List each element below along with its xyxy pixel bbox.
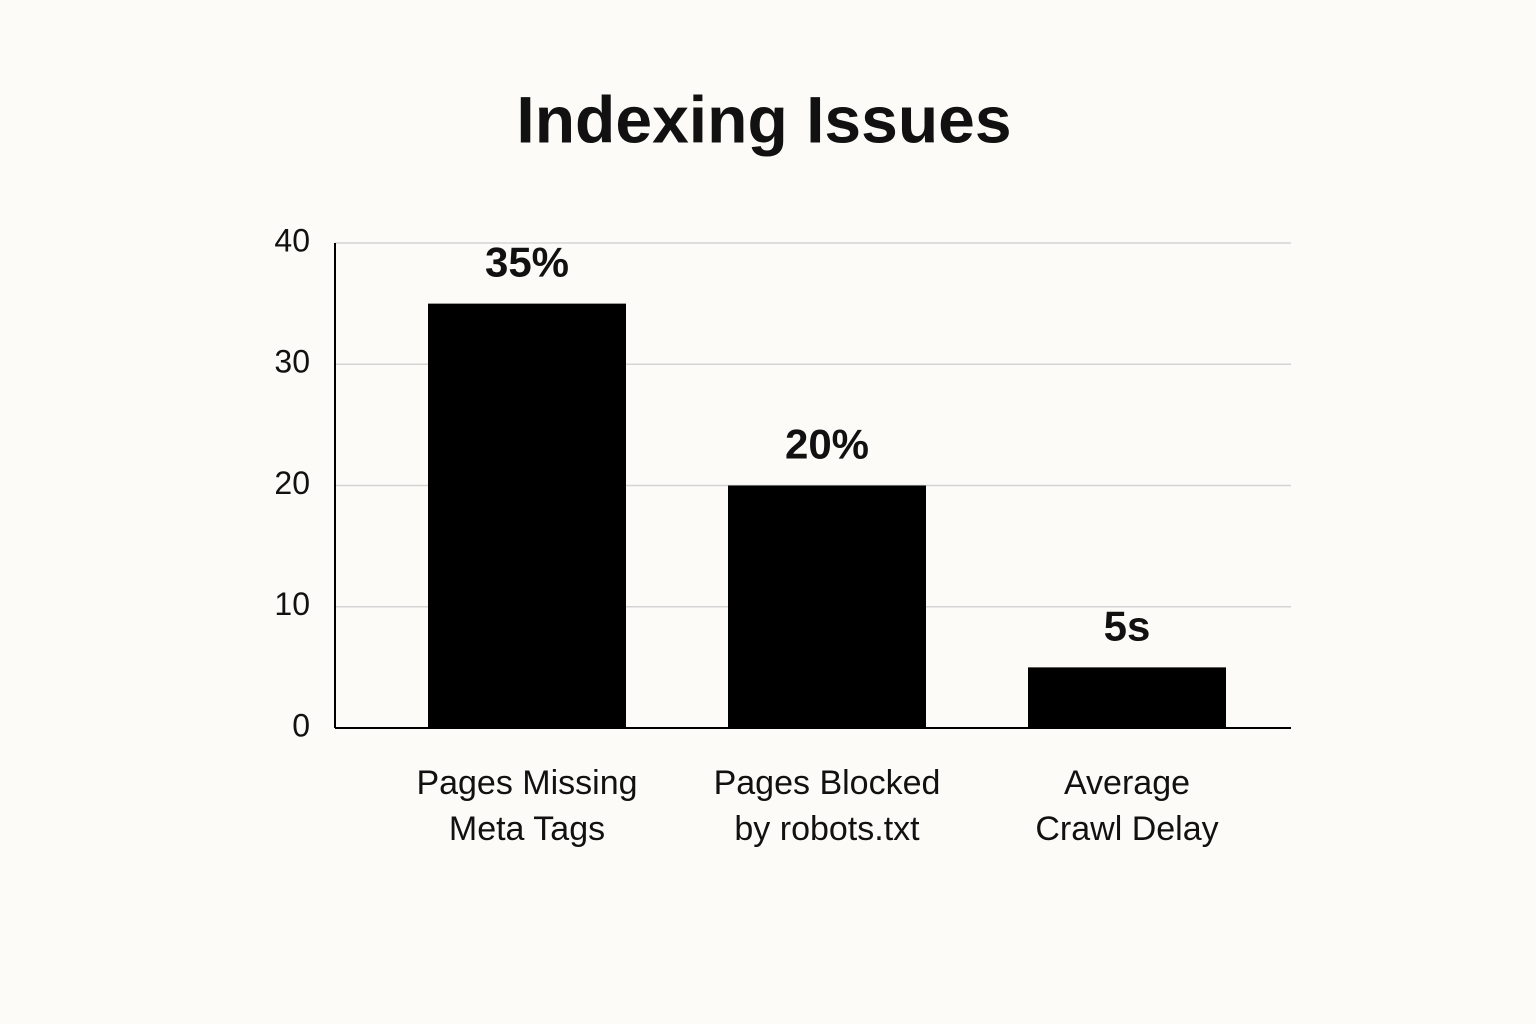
y-tick-label: 40 xyxy=(274,222,310,258)
y-tick-label: 0 xyxy=(292,707,310,743)
bar xyxy=(428,303,626,728)
x-tick-label: Pages Blocked by robots.txt xyxy=(713,764,941,848)
y-tick-label: 30 xyxy=(274,344,310,380)
y-tick-label: 20 xyxy=(274,465,310,501)
chart-title: Indexing Issues xyxy=(516,82,1011,156)
x-tick-label: Average Crawl Delay xyxy=(1035,764,1219,848)
value-label: 20% xyxy=(785,421,869,468)
bar xyxy=(1028,667,1226,728)
value-label: 35% xyxy=(485,239,569,286)
y-tick-label: 10 xyxy=(274,586,310,622)
value-label: 5s xyxy=(1104,602,1151,649)
bar xyxy=(728,485,926,728)
x-tick-label: Pages Missing Meta Tags xyxy=(416,764,638,848)
